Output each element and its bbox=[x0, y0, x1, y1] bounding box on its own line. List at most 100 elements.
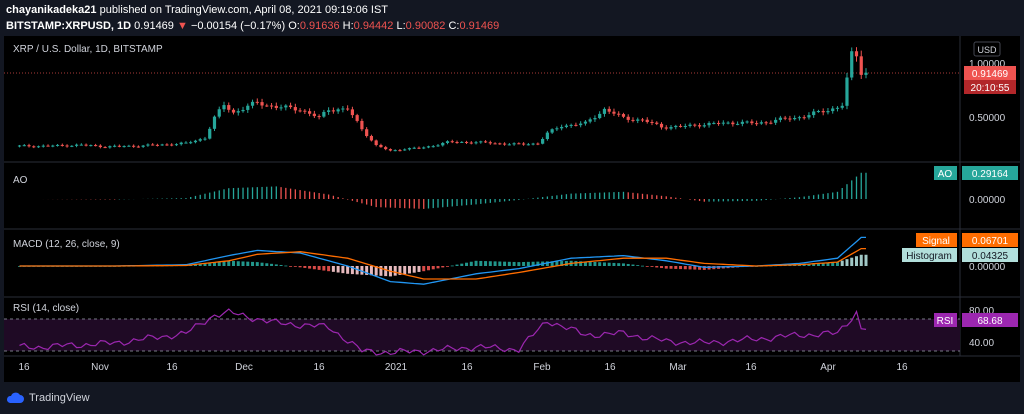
candle-body[interactable] bbox=[155, 144, 160, 146]
macd-hist-bar[interactable] bbox=[636, 265, 640, 266]
candle-body[interactable] bbox=[22, 145, 26, 147]
candle-body[interactable] bbox=[450, 141, 454, 143]
ao-histogram[interactable] bbox=[20, 172, 867, 209]
candle-body[interactable] bbox=[507, 144, 511, 146]
candle-body[interactable] bbox=[835, 107, 840, 109]
macd-hist-bar[interactable] bbox=[346, 266, 350, 274]
candle-body[interactable] bbox=[445, 141, 450, 144]
candle-body[interactable] bbox=[327, 110, 331, 112]
candle-body[interactable] bbox=[336, 109, 340, 112]
candle-body[interactable] bbox=[113, 145, 117, 147]
candle-body[interactable] bbox=[716, 122, 721, 124]
candle-body[interactable] bbox=[246, 105, 250, 110]
macd-hist-bar[interactable] bbox=[579, 261, 583, 266]
macd-hist-bar[interactable] bbox=[417, 266, 421, 272]
candle-body[interactable] bbox=[845, 77, 849, 106]
macd-hist-bar[interactable] bbox=[593, 261, 597, 266]
macd-hist-bar[interactable] bbox=[512, 261, 516, 266]
candle-body[interactable] bbox=[850, 51, 854, 78]
macd-hist-bar[interactable] bbox=[336, 266, 340, 273]
signal-line[interactable] bbox=[19, 247, 867, 280]
candle-body[interactable] bbox=[702, 125, 706, 127]
candle-body[interactable] bbox=[288, 105, 293, 108]
candle-body[interactable] bbox=[550, 129, 554, 133]
candle-body[interactable] bbox=[650, 121, 654, 123]
candle-body[interactable] bbox=[474, 142, 478, 144]
candle-body[interactable] bbox=[460, 141, 464, 143]
candle-body[interactable] bbox=[783, 117, 787, 119]
macd-hist-bar[interactable] bbox=[588, 261, 592, 266]
candle-body[interactable] bbox=[374, 140, 378, 145]
macd-line[interactable] bbox=[19, 236, 867, 285]
macd-hist-bar[interactable] bbox=[674, 266, 678, 269]
candle-body[interactable] bbox=[793, 117, 797, 120]
candle-body[interactable] bbox=[502, 143, 507, 145]
candle-body[interactable] bbox=[55, 144, 60, 146]
macd-hist-bar[interactable] bbox=[564, 260, 568, 266]
candle-body[interactable] bbox=[184, 142, 188, 144]
macd-hist-bar[interactable] bbox=[598, 262, 602, 266]
candle-body[interactable] bbox=[170, 144, 174, 146]
macd-hist-bar[interactable] bbox=[816, 263, 820, 266]
macd-hist-bar[interactable] bbox=[679, 266, 683, 270]
macd-hist-bar[interactable] bbox=[650, 266, 654, 267]
candle-body[interactable] bbox=[583, 121, 588, 124]
macd-hist-bar[interactable] bbox=[298, 266, 302, 268]
macd-hist-bar[interactable] bbox=[826, 262, 830, 266]
candle-body[interactable] bbox=[693, 124, 697, 126]
macd-hist-bar[interactable] bbox=[350, 266, 354, 275]
macd-hist-bar[interactable] bbox=[555, 261, 559, 266]
candle-body[interactable] bbox=[189, 142, 193, 144]
candle-body[interactable] bbox=[174, 144, 179, 146]
candle-body[interactable] bbox=[341, 108, 345, 110]
macd-hist-bar[interactable] bbox=[550, 261, 554, 266]
macd-hist-bar[interactable] bbox=[446, 266, 450, 267]
candle-body[interactable] bbox=[441, 143, 445, 146]
macd-hist-bar[interactable] bbox=[607, 262, 611, 266]
macd-hist-bar[interactable] bbox=[241, 261, 245, 266]
candle-body[interactable] bbox=[241, 109, 245, 112]
macd-hist-bar[interactable] bbox=[312, 266, 316, 270]
candle-body[interactable] bbox=[593, 118, 597, 120]
macd-hist-bar[interactable] bbox=[455, 264, 459, 266]
macd-hist-bar[interactable] bbox=[526, 261, 530, 266]
macd-hist-bar[interactable] bbox=[365, 266, 369, 275]
macd-hist-bar[interactable] bbox=[612, 262, 616, 266]
candle-body[interactable] bbox=[250, 101, 255, 106]
candle-body[interactable] bbox=[65, 145, 69, 147]
macd-hist-bar[interactable] bbox=[536, 261, 540, 266]
candle-body[interactable] bbox=[103, 147, 107, 149]
candle-body[interactable] bbox=[669, 127, 673, 129]
candle-body[interactable] bbox=[41, 145, 45, 147]
macd-hist-bar[interactable] bbox=[498, 261, 502, 266]
candle-body[interactable] bbox=[602, 108, 607, 114]
candle-body[interactable] bbox=[764, 122, 768, 124]
candle-body[interactable] bbox=[208, 128, 212, 139]
candle-body[interactable] bbox=[274, 105, 278, 108]
author-name[interactable]: chayanikadeka21 bbox=[6, 4, 97, 16]
candle-body[interactable] bbox=[51, 145, 55, 147]
candle-body[interactable] bbox=[778, 117, 782, 120]
macd-hist-bar[interactable] bbox=[683, 266, 687, 270]
macd-hist-bar[interactable] bbox=[645, 266, 649, 267]
candle-body[interactable] bbox=[864, 72, 868, 75]
candle-body[interactable] bbox=[479, 141, 483, 143]
macd-hist-bar[interactable] bbox=[284, 265, 288, 267]
candle-body[interactable] bbox=[203, 138, 207, 140]
candle-body[interactable] bbox=[807, 115, 811, 118]
candle-body[interactable] bbox=[636, 119, 640, 121]
macd-hist-bar[interactable] bbox=[469, 261, 473, 266]
candle-body[interactable] bbox=[384, 147, 388, 150]
macd-hist-bar[interactable] bbox=[255, 262, 259, 266]
macd-hist-bar[interactable] bbox=[493, 261, 497, 266]
candlestick-series[interactable] bbox=[17, 47, 868, 152]
macd-hist-bar[interactable] bbox=[660, 266, 664, 269]
macd-hist-bar[interactable] bbox=[698, 266, 702, 270]
macd-hist-bar[interactable] bbox=[331, 266, 335, 272]
candle-body[interactable] bbox=[555, 128, 559, 130]
candle-body[interactable] bbox=[750, 121, 754, 124]
candle-body[interactable] bbox=[379, 144, 383, 148]
macd-hist-bar[interactable] bbox=[669, 266, 673, 269]
macd-hist-bar[interactable] bbox=[246, 261, 250, 266]
macd-hist-bar[interactable] bbox=[864, 254, 868, 266]
